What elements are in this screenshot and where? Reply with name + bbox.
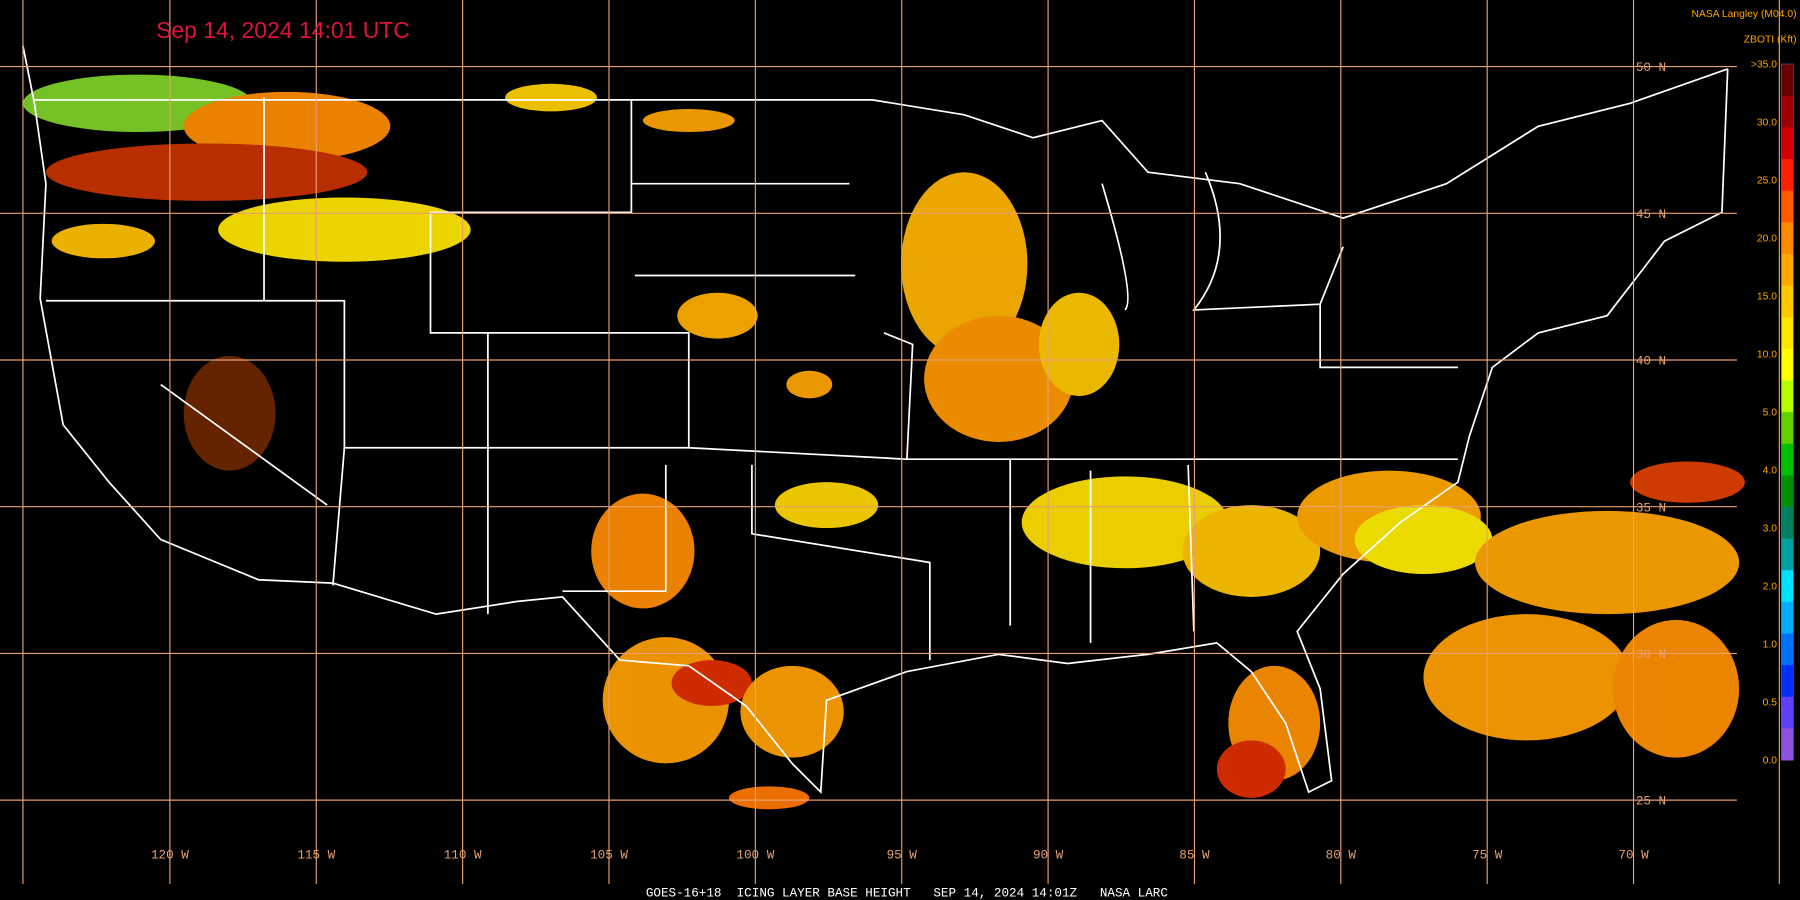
colorbar-segment <box>1781 475 1794 508</box>
colorbar-segment <box>1781 506 1794 540</box>
colorbar-label: 10.0 <box>1757 350 1777 361</box>
colorbar-label: >35.0 <box>1751 60 1777 71</box>
colorbar-segment <box>1781 601 1794 635</box>
colorbar: >35.0 30.0 25.0 20.0 15.0 10.0 5.0 4.0 3.0 2.0 1.0… <box>1751 60 1794 766</box>
longitude-label: 120 W <box>151 848 189 863</box>
colorbar-segment <box>1781 190 1794 223</box>
colorbar-segment <box>1781 633 1794 666</box>
colorbar-segment <box>1781 380 1794 413</box>
product-label: ZBOTI (Kft) <box>1744 34 1797 45</box>
colorbar-label: 15.0 <box>1757 292 1777 303</box>
colorbar-segment <box>1781 538 1794 571</box>
colorbar-label: 4.0 <box>1763 466 1778 477</box>
colorbar-label: 25.0 <box>1757 176 1777 187</box>
colorbar-segment <box>1781 127 1794 160</box>
colorbar-label: 30.0 <box>1757 118 1777 129</box>
colorbar-segment <box>1781 317 1794 350</box>
latitude-label: 35 N <box>1636 500 1666 515</box>
footer: GOES-16+18 ICING LAYER BASE HEIGHT SEP 1… <box>646 886 1169 900</box>
timestamp: Sep 14, 2024 14:01 UTC <box>156 17 410 43</box>
longitude-label: 75 W <box>1472 848 1503 863</box>
colorbar-segment <box>1781 443 1794 476</box>
longitude-label: 90 W <box>1033 848 1064 863</box>
cloud-field <box>22 74 1745 810</box>
longitude-label: 115 W <box>297 848 335 863</box>
longitude-label: 105 W <box>590 848 628 863</box>
colorbar-segment <box>1781 665 1794 698</box>
colorbar-label: 5.0 <box>1763 408 1778 419</box>
boundaries <box>22 45 1729 795</box>
longitude-label: 100 W <box>736 848 774 863</box>
colorbar-label: 2.0 <box>1763 581 1778 592</box>
latitude-label: 25 N <box>1636 794 1666 809</box>
graticule: 120 W 115 W 110 W 105 W 100 W 95 W 90 W 85 W 80 … <box>0 0 1780 884</box>
colorbar-label: 1.0 <box>1763 639 1778 650</box>
colorbar-segment <box>1781 95 1794 129</box>
longitude-label: 110 W <box>444 848 482 863</box>
latitude-label: 40 N <box>1636 354 1666 369</box>
colorbar-segment <box>1781 728 1794 761</box>
colorbar-segment <box>1781 254 1794 287</box>
colorbar-label: 20.0 <box>1757 234 1777 245</box>
colorbar-segment <box>1781 222 1794 255</box>
colorbar-segment <box>1781 696 1794 729</box>
latitude-label: 45 N <box>1636 207 1666 222</box>
colorbar-label: 0.5 <box>1763 697 1778 708</box>
latitude-label: 50 N <box>1636 60 1666 75</box>
longitude-label: 85 W <box>1179 848 1210 863</box>
longitude-label: 80 W <box>1326 848 1357 863</box>
colorbar-label: 0.0 <box>1763 755 1778 766</box>
colorbar-segment <box>1781 159 1794 192</box>
colorbar-segment <box>1781 348 1794 382</box>
colorbar-segment <box>1781 570 1794 603</box>
latitude-label: 30 N <box>1636 647 1666 662</box>
longitude-label: 70 W <box>1618 848 1649 863</box>
colorbar-label: 3.0 <box>1763 524 1778 535</box>
longitude-label: 95 W <box>887 848 918 863</box>
colorbar-segment <box>1781 285 1794 318</box>
colorbar-segment <box>1781 64 1794 97</box>
source-label: NASA Langley (M04.0) <box>1691 9 1796 20</box>
colorbar-segment <box>1781 412 1794 445</box>
